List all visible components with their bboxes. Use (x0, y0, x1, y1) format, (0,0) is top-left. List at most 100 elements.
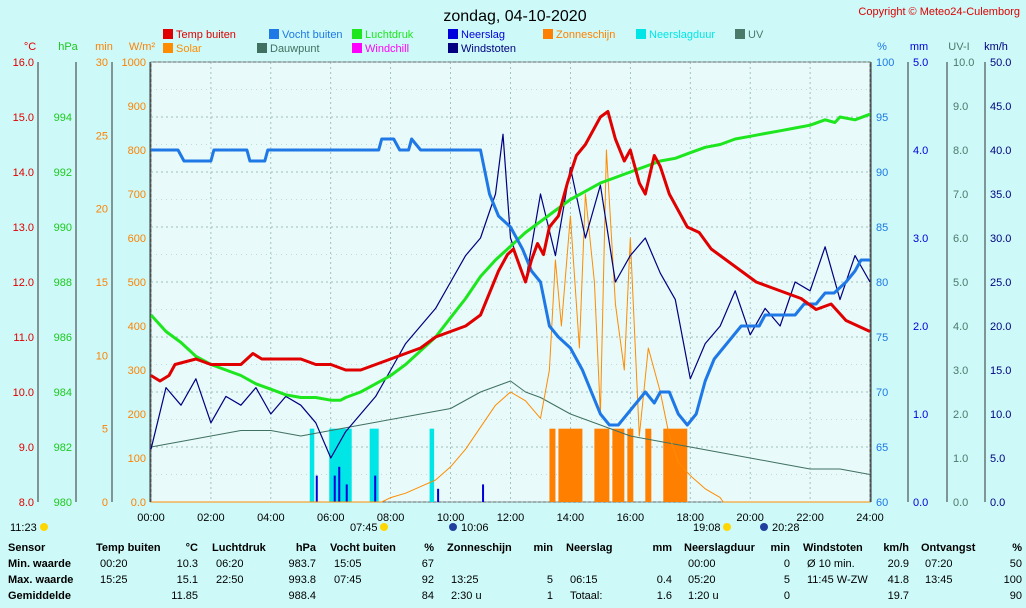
legend-label: Dauwpunt (270, 43, 320, 55)
sun-moon-time: 10:06 (461, 522, 489, 534)
series-line-luchtdruk (149, 112, 871, 402)
sun-moon-icon (723, 523, 731, 531)
stats-header-unit: min (533, 542, 553, 554)
x-tick-label: 06:00 (317, 512, 345, 524)
legend-swatch (163, 43, 173, 53)
sun-moon-time: 07:45 (350, 522, 378, 534)
legend-swatch (543, 29, 553, 39)
axis-unit-sunmin: min (95, 41, 113, 53)
y-tick-label-rain: 4.0 (913, 145, 928, 157)
y-tick-label-humidity: 60 (876, 497, 888, 509)
y-tick-label-uv: 9.0 (953, 101, 968, 113)
y-tick-label-humidity: 65 (876, 442, 888, 454)
bar-neerslag (374, 475, 377, 502)
stats-header-unit: % (1012, 542, 1022, 554)
y-tick-label-humidity: 100 (876, 57, 894, 69)
stats-cell-value: 1.6 (656, 590, 672, 602)
y-tick-label-uv: 10.0 (953, 57, 974, 69)
series-line-solar (151, 149, 870, 503)
y-tick-label-rain: 1.0 (913, 409, 928, 421)
y-tick-label-wind: 20.0 (990, 321, 1011, 333)
bar-zonneschijn (627, 428, 634, 502)
legend-swatch (257, 43, 267, 53)
bar-neerslag (333, 475, 336, 502)
y-tick-label-sunmin: 5 (102, 424, 108, 436)
y-tick-label-humidity: 85 (876, 222, 888, 234)
copyright: Copyright © Meteo24-Culemborg (858, 6, 1020, 18)
y-tick-label-wind: 10.0 (990, 409, 1011, 421)
stats-cell-time: 2:30 u (451, 590, 482, 602)
stats-header-label: Luchtdruk (212, 542, 266, 554)
stats-row-label: Max. waarde (8, 574, 74, 586)
stats-cell-time: 07:20 (925, 558, 953, 570)
legend-swatch (163, 29, 173, 39)
y-tick-label-temp: 14.0 (13, 167, 34, 179)
bar-neerslagduur (429, 428, 435, 502)
y-tick-label-wind: 50.0 (990, 57, 1011, 69)
sun-moon-icon (449, 523, 457, 531)
series-line-temp-buiten (150, 110, 871, 383)
y-tick-label-wind: 35.0 (990, 189, 1011, 201)
stats-header-row: Sensor Temp buiten °C Luchtdruk hPa Vocht bui… (0, 542, 1026, 557)
y-tick-label-sunmin: 30 (96, 57, 108, 69)
stats-row: Max. waarde 15:25 15.1 22:50 993.8 07:45 92 13:… (0, 574, 1026, 589)
stats-cell-value: 993.8 (288, 574, 316, 586)
y-tick-label-wind: 25.0 (990, 277, 1011, 289)
y-tick-label-sunmin: 15 (96, 277, 108, 289)
stats-header-label: Vocht buiten (330, 542, 396, 554)
y-tick-label-pressure: 990 (54, 222, 72, 234)
y-tick-label-pressure: 994 (54, 112, 72, 124)
y-tick-label-uv: 8.0 (953, 145, 968, 157)
x-tick-label: 00:00 (137, 512, 165, 524)
x-tick-label: 20:00 (736, 512, 764, 524)
legend-swatch (352, 43, 362, 53)
stats-header-label: Windstoten (803, 542, 863, 554)
x-tick-label: 22:00 (796, 512, 824, 524)
y-tick-label-wind: 15.0 (990, 365, 1011, 377)
legend-swatch (352, 29, 362, 39)
y-tick-label-uv: 5.0 (953, 277, 968, 289)
stats-header-label: Neerslag (566, 542, 613, 554)
stats-cell-value: 983.7 (288, 558, 316, 570)
stats-header-unit: % (424, 542, 434, 554)
axis-unit-uv: UV-I (948, 41, 969, 53)
y-tick-label-pressure: 988 (54, 277, 72, 289)
y-tick-label-temp: 8.0 (19, 497, 34, 509)
sun-moon-time: 19:08 (693, 522, 721, 534)
y-tick-label-rain: 5.0 (913, 57, 928, 69)
legend-label: Neerslag (461, 29, 505, 41)
y-tick-label-solar: 700 (128, 189, 146, 201)
legend-swatch (735, 29, 745, 39)
y-tick-label-uv: 0.0 (953, 497, 968, 509)
stats-cell-value: 100 (1003, 574, 1022, 586)
axis-unit-humidity: % (877, 41, 887, 53)
legend-swatch (448, 43, 458, 53)
y-tick-label-solar: 1000 (122, 57, 146, 69)
stats-header-unit: hPa (295, 542, 316, 554)
legend-label: Windchill (365, 43, 409, 55)
y-tick-label-pressure: 982 (54, 442, 72, 454)
y-tick-label-uv: 7.0 (953, 189, 968, 201)
y-tick-label-solar: 200 (128, 409, 146, 421)
stats-cell-value: 92 (421, 574, 434, 586)
stats-header-label: Temp buiten (96, 542, 161, 554)
stats-row-label: Min. waarde (8, 558, 71, 570)
bar-neerslag (338, 466, 341, 502)
stats-header-label: Zonneschijn (447, 542, 512, 554)
stats-cell-value: 5 (546, 574, 553, 586)
stats-cell-value: 41.8 (887, 574, 909, 586)
weather-chart: zondag, 04-10-2020 Copyright © Meteo24-C… (10, 6, 1020, 534)
stats-cell-time: 1:20 u (688, 590, 719, 602)
stats-header-unit: mm (652, 542, 672, 554)
stats-cell-time: 11:45 W-ZW (807, 574, 868, 586)
stats-header-label: Sensor (8, 542, 46, 554)
stats-header-unit: °C (185, 542, 198, 554)
legend-swatch (269, 29, 279, 39)
y-tick-label-humidity: 75 (876, 332, 888, 344)
x-tick-label: 16:00 (617, 512, 645, 524)
sun-moon-time: 11:23 (10, 522, 37, 534)
bar-neerslagduur (369, 428, 379, 502)
y-tick-label-rain: 3.0 (913, 233, 928, 245)
y-tick-label-wind: 40.0 (990, 145, 1011, 157)
stats-cell-value: 10.3 (176, 558, 198, 570)
